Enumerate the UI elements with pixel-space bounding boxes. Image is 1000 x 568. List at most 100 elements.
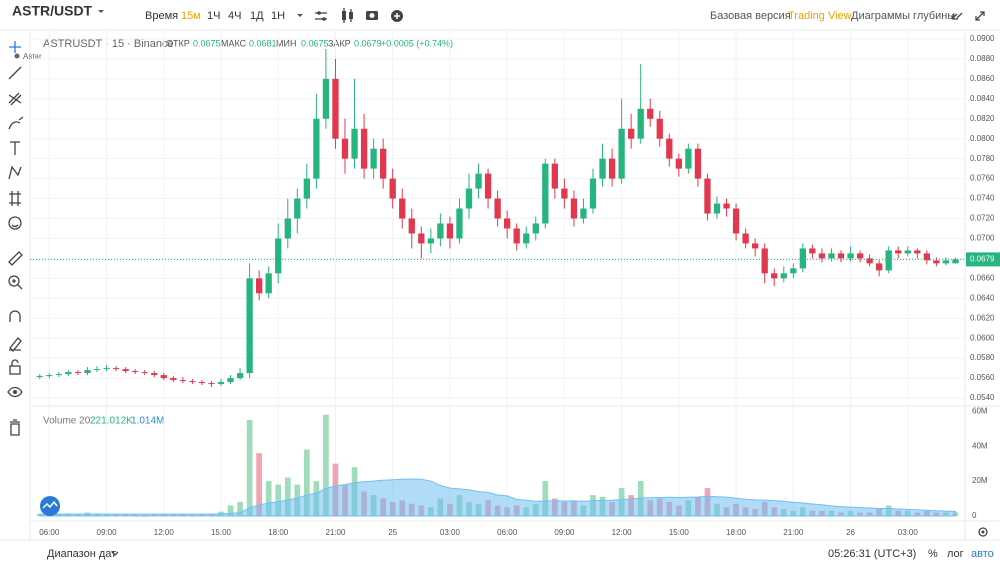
candle-body: [580, 208, 587, 219]
candle-body: [952, 259, 959, 264]
lock-tool[interactable]: [9, 359, 21, 375]
candle-body: [65, 372, 72, 375]
candle-body: [494, 198, 501, 219]
candle-body: [46, 375, 53, 377]
candle-body: [446, 223, 454, 239]
auto-toggle[interactable]: авто: [971, 548, 994, 560]
add-icon[interactable]: [391, 10, 403, 22]
candle-body: [656, 118, 663, 139]
volume-ma-area: [39, 478, 956, 517]
tv-logo: [40, 496, 60, 516]
interval[interactable]: 1Н: [271, 10, 285, 22]
emoji-tool[interactable]: [8, 216, 22, 230]
interval[interactable]: 1Ч: [207, 10, 220, 22]
price-tick-label: 0.0740: [970, 194, 995, 203]
candle-body: [942, 260, 950, 264]
time-tick-label: 09:00: [554, 528, 575, 537]
pair-caret[interactable]: [98, 10, 104, 13]
candle-body: [704, 178, 711, 214]
volume-bar: [303, 449, 310, 516]
fullscreen-icon[interactable]: [975, 11, 985, 21]
camera-icon[interactable]: [366, 11, 378, 20]
ruler-tool[interactable]: [8, 251, 23, 266]
view-switch[interactable]: Базовая версия: [710, 10, 791, 22]
time-tick-label: 18:00: [268, 528, 289, 537]
date-range-caret[interactable]: [111, 551, 119, 556]
time-tick-label: 15:00: [669, 528, 690, 537]
candle-body: [475, 173, 482, 189]
price-tick-label: 0.0720: [970, 214, 995, 223]
candle-body: [828, 253, 835, 259]
fib-tool[interactable]: [8, 92, 22, 106]
line-tool[interactable]: [8, 66, 22, 80]
time-tick-label: 21:00: [325, 528, 346, 537]
crosshair-tool[interactable]: [9, 41, 21, 53]
candle-body: [55, 374, 62, 376]
time-tick-label: 06:00: [497, 528, 518, 537]
date-range[interactable]: Диапазон дат: [47, 548, 116, 560]
settings-gear[interactable]: [978, 527, 988, 537]
text-tool[interactable]: [10, 141, 20, 155]
view-switch[interactable]: Диаграммы глубины: [851, 10, 955, 22]
candle-body: [160, 375, 167, 379]
interval[interactable]: 1Д: [250, 10, 264, 22]
candle-body: [84, 370, 91, 374]
time-tick-label: 18:00: [726, 528, 747, 537]
trash-tool[interactable]: [10, 419, 20, 436]
zoom-tool[interactable]: [8, 275, 23, 290]
time-tick-label: 21:00: [783, 528, 804, 537]
interval[interactable]: 4Ч: [228, 10, 241, 22]
interval-caret[interactable]: [297, 14, 303, 17]
candle-body: [275, 238, 282, 274]
candle-body: [208, 383, 215, 385]
interval[interactable]: 15м: [181, 10, 201, 22]
candle-body: [141, 372, 148, 374]
candle-body: [284, 218, 291, 239]
volume-tick-label: 20M: [972, 476, 988, 485]
volume-bar: [275, 484, 282, 516]
candle-body: [723, 203, 730, 209]
volume-bar: [246, 419, 253, 516]
price-tick-label: 0.0540: [970, 393, 995, 402]
candle-body: [456, 208, 463, 239]
low-label: МИН: [276, 38, 296, 48]
candle-body: [360, 128, 368, 169]
magnet-tool[interactable]: [9, 310, 21, 322]
price-tick-label: 0.0820: [970, 114, 995, 123]
percent-toggle[interactable]: %: [928, 548, 938, 560]
candle-body: [303, 178, 310, 199]
candles-icon[interactable]: [342, 8, 353, 23]
open-label: ОТКР: [166, 38, 190, 48]
time-tick-label: 12:00: [154, 528, 175, 537]
candle-body: [713, 203, 721, 214]
log-toggle[interactable]: лог: [947, 548, 964, 560]
lock-draw-tool[interactable]: [9, 337, 22, 352]
price-tick-label: 0.0880: [970, 54, 995, 63]
eye-tool[interactable]: [7, 386, 23, 398]
candle-body: [799, 248, 806, 269]
volume-bar: [323, 414, 329, 516]
collapse-icon[interactable]: [951, 12, 963, 20]
settings-icon[interactable]: [315, 11, 327, 21]
candle-body: [589, 178, 597, 209]
candle-body: [112, 368, 120, 370]
volume-ma-value: 1.014M: [131, 416, 164, 427]
candle-body: [637, 108, 644, 139]
candle-body: [484, 173, 492, 199]
prediction-tool[interactable]: [9, 191, 21, 206]
brush-tool[interactable]: [8, 116, 24, 130]
clock: 05:26:31 (UTC+3): [828, 548, 916, 560]
candle-body: [294, 198, 301, 219]
time-tick-label: 15:00: [211, 528, 232, 537]
view-switch[interactable]: Trading View: [788, 10, 852, 22]
volume-bar: [265, 481, 272, 516]
candle-body: [732, 208, 740, 234]
candle-body: [265, 273, 272, 294]
time-tick-label: 25: [388, 528, 397, 537]
pair[interactable]: ASTR/USDT: [12, 3, 93, 19]
candle-body: [132, 371, 139, 373]
pattern-tool[interactable]: [8, 165, 22, 180]
candle-body: [341, 138, 349, 159]
candle-body: [790, 268, 797, 274]
candle-body: [809, 248, 816, 254]
